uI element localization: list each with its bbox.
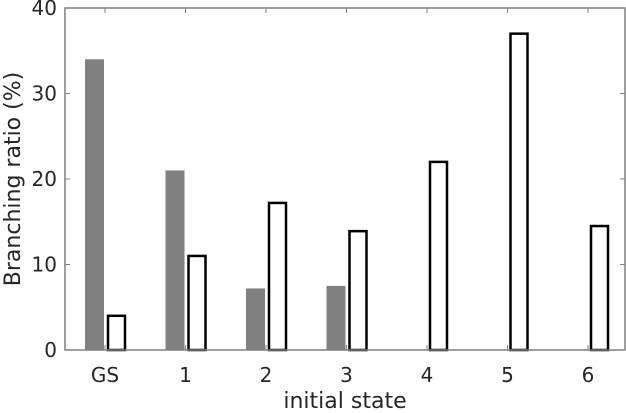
bars-group bbox=[85, 32, 610, 352]
x-tick-label: 2 bbox=[260, 363, 273, 387]
bar-outline-4 bbox=[428, 160, 449, 352]
bar-outline-2 bbox=[267, 201, 288, 352]
y-tick-label: 30 bbox=[32, 82, 57, 106]
y-axis-label: Branching ratio (%) bbox=[1, 72, 26, 286]
bar-outline-6 bbox=[589, 224, 610, 352]
x-tick-label: 6 bbox=[582, 363, 595, 387]
x-tick-label: 3 bbox=[340, 363, 353, 387]
x-tick-labels: GS 1 2 3 4 5 6 bbox=[91, 363, 594, 387]
bar-outline-GS bbox=[106, 314, 127, 352]
x-axis-label: initial state bbox=[283, 389, 406, 413]
ticks-group bbox=[65, 7, 625, 351]
y-tick-label: 0 bbox=[44, 338, 57, 362]
x-tick-label: 5 bbox=[501, 363, 514, 387]
bar-outline-1 bbox=[187, 254, 207, 352]
bar-outline-5 bbox=[509, 32, 529, 352]
y-tick-labels: 0 10 20 30 40 bbox=[32, 0, 57, 362]
x-tick-label: 1 bbox=[179, 363, 192, 387]
y-tick-label: 10 bbox=[32, 253, 57, 277]
x-tick-label: GS bbox=[91, 363, 119, 387]
bar-filled-2 bbox=[246, 288, 265, 350]
bar-filled-1 bbox=[165, 170, 185, 350]
bar-filled-GS bbox=[85, 59, 104, 351]
y-tick-label: 20 bbox=[32, 167, 57, 191]
y-tick-label: 40 bbox=[32, 0, 57, 20]
bar-outline-3 bbox=[348, 229, 368, 352]
x-tick-label: 4 bbox=[421, 363, 434, 387]
bar-filled-3 bbox=[326, 285, 346, 350]
